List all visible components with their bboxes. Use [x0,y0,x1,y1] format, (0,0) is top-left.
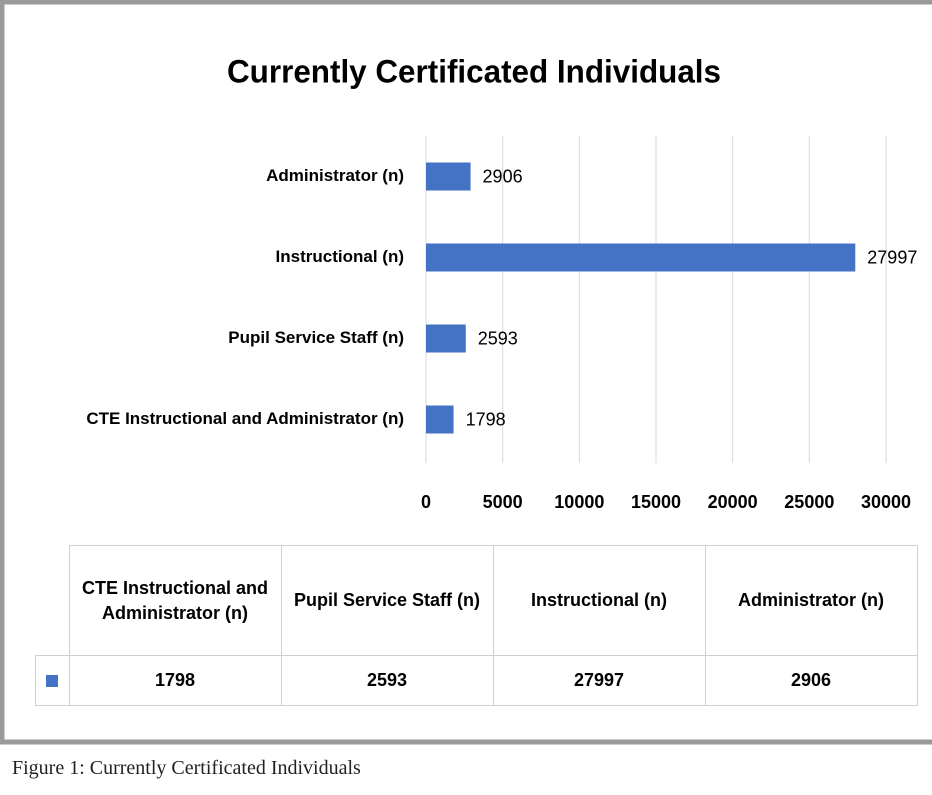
bar [426,405,454,434]
chart: Currently Certificated Individuals 0 5000… [0,0,932,745]
legend-key-cell [35,655,70,706]
figure-caption: Figure 1: Currently Certificated Individ… [12,757,361,779]
y-tick-label: CTE Instructional and Administrator (n) [86,409,404,428]
table-value: 2593 [280,655,494,706]
data-table: CTE Instructional and Administrator (n) P… [35,545,918,706]
x-tick-label: 20000 [708,492,758,512]
table-value: 27997 [492,655,706,706]
data-label: 2593 [478,328,518,348]
table-value: 1798 [68,655,282,706]
x-tick-label: 5000 [483,492,523,512]
x-tick-label: 15000 [631,492,681,512]
data-label: 2906 [483,166,523,186]
chart-frame [0,0,932,745]
data-label: 1798 [466,409,506,429]
chart-title: Currently Certificated Individuals [227,53,721,89]
x-tick-label: 25000 [784,492,834,512]
data-label: 27997 [867,247,917,267]
x-tick-label: 10000 [554,492,604,512]
bar [426,324,466,353]
table-header: Pupil Service Staff (n) [280,545,494,656]
table-header: Instructional (n) [492,545,706,656]
x-tick-label: 0 [421,492,431,512]
x-tick-label: 30000 [861,492,911,512]
bar [426,162,471,191]
table-header: Administrator (n) [704,545,918,656]
table-value: 2906 [704,655,918,706]
table-header: CTE Instructional and Administrator (n) [68,545,282,656]
y-tick-label: Pupil Service Staff (n) [228,328,404,347]
y-tick-label: Instructional (n) [276,247,404,266]
legend-key [46,674,59,687]
bar [426,243,856,272]
y-tick-label: Administrator (n) [266,166,404,185]
